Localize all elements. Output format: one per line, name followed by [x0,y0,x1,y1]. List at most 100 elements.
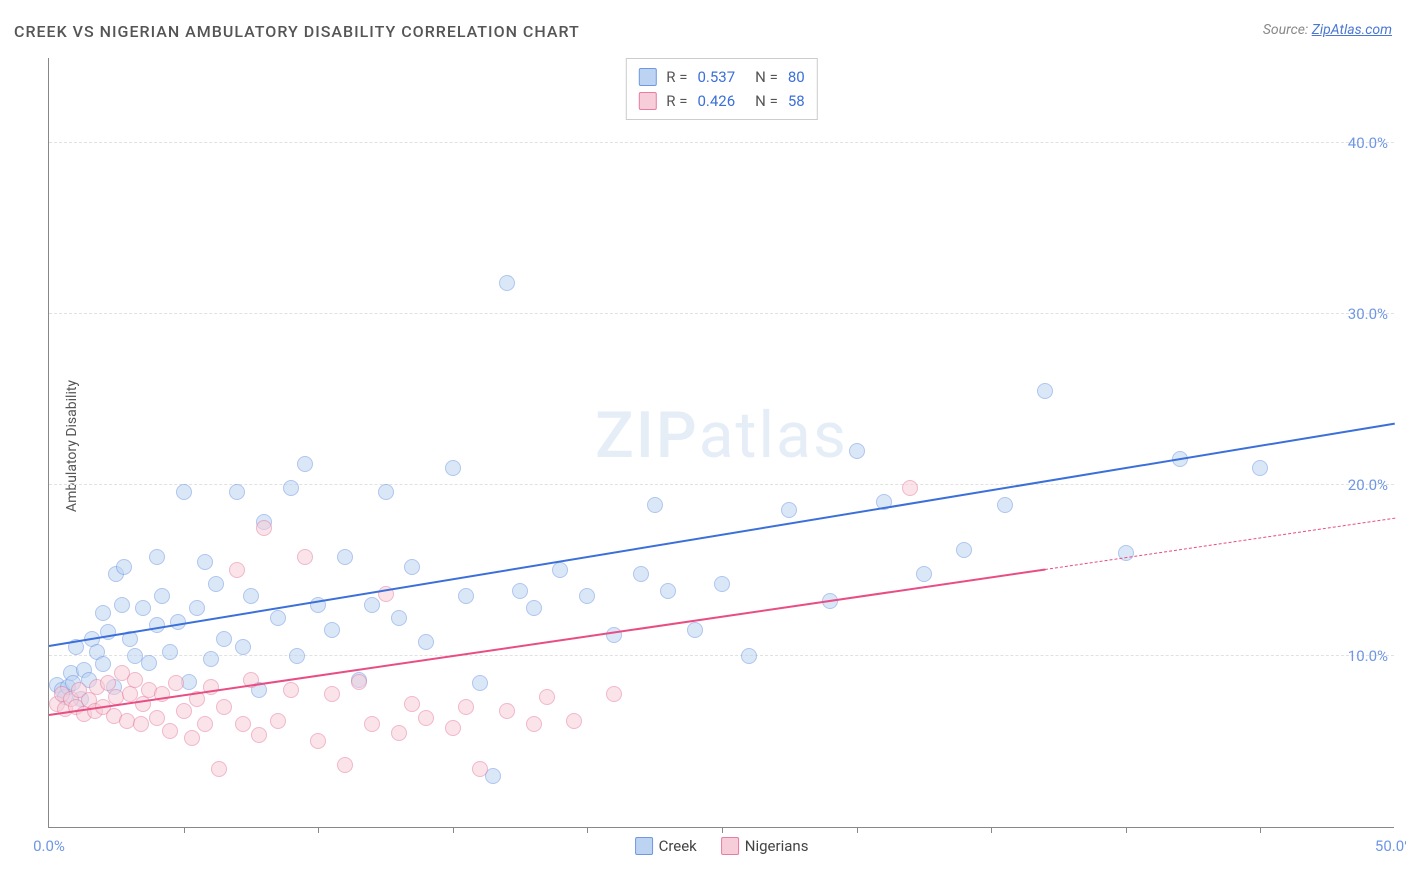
data-point [916,566,932,582]
data-point [189,600,205,616]
data-point [741,648,757,664]
data-point [849,443,865,459]
legend-swatch [638,68,656,86]
source-credit: Source: ZipAtlas.com [1263,22,1392,38]
data-point [404,559,420,575]
x-tick [1126,827,1127,833]
data-point [499,703,515,719]
data-point [526,716,542,732]
data-point [391,725,407,741]
data-point [297,549,313,565]
data-point [902,480,918,496]
x-tick [587,827,588,833]
data-point [566,713,582,729]
gridline [49,142,1394,143]
data-point [208,576,224,592]
data-point [956,542,972,558]
data-point [283,480,299,496]
data-point [472,761,488,777]
data-point [512,583,528,599]
x-tick [184,827,185,833]
data-point [714,576,730,592]
data-point [235,639,251,655]
data-point [229,484,245,500]
x-tick [722,827,723,833]
data-point [687,622,703,638]
y-tick-label: 20.0% [1348,476,1388,494]
data-point [154,588,170,604]
data-point [539,689,555,705]
y-tick-label: 30.0% [1348,305,1388,323]
data-point [251,727,267,743]
data-point [149,549,165,565]
stat-r-label: R = [666,89,687,113]
stat-n-value: 80 [788,65,805,89]
legend-label: Creek [659,837,697,855]
data-point [1252,460,1268,476]
stat-n-label: N = [755,89,778,113]
legend-swatch [635,837,653,855]
data-point [184,730,200,746]
legend-swatch [638,92,656,110]
stat-n-value: 58 [788,89,805,113]
data-point [176,703,192,719]
gridline [49,484,1394,485]
scatter-plot-area: ZIPatlas R = 0.537N = 80R = 0.426N = 58 … [48,58,1394,828]
x-tick [318,827,319,833]
data-point [364,716,380,732]
data-point [579,588,595,604]
data-point [197,554,213,570]
data-point [135,600,151,616]
chart-title: CREEK VS NIGERIAN AMBULATORY DISABILITY … [14,22,580,41]
data-point [95,605,111,621]
data-point [418,634,434,650]
x-tick-label: 50.0% [1375,837,1406,855]
legend-stats-box: R = 0.537N = 80R = 0.426N = 58 [625,58,817,120]
legend-swatch [721,837,739,855]
y-tick-label: 40.0% [1348,134,1388,152]
data-point [216,631,232,647]
data-point [197,716,213,732]
data-point [114,597,130,613]
data-point [351,674,367,690]
data-point [235,716,251,732]
trend-line [1045,518,1395,570]
data-point [606,686,622,702]
legend-bottom: Creek Nigerians [635,837,809,855]
data-point [324,622,340,638]
data-point [1037,383,1053,399]
gridline [49,655,1394,656]
data-point [633,566,649,582]
data-point [472,675,488,691]
stat-r-value: 0.537 [697,65,735,89]
data-point [781,502,797,518]
data-point [135,696,151,712]
data-point [499,275,515,291]
legend-item: Creek [635,837,697,855]
data-point [337,549,353,565]
data-point [176,484,192,500]
data-point [445,460,461,476]
data-point [660,583,676,599]
source-link[interactable]: ZipAtlas.com [1312,22,1392,38]
data-point [133,716,149,732]
x-tick [1260,827,1261,833]
data-point [149,710,165,726]
data-point [391,610,407,626]
data-point [203,651,219,667]
legend-stat-row: R = 0.537N = 80 [638,65,804,89]
watermark: ZIPatlas [595,398,848,473]
data-point [216,699,232,715]
data-point [458,588,474,604]
data-point [297,456,313,472]
data-point [141,655,157,671]
x-tick [857,827,858,833]
data-point [324,686,340,702]
data-point [256,520,272,536]
data-point [364,597,380,613]
data-point [162,723,178,739]
data-point [243,588,259,604]
watermark-rest: atlas [699,398,848,473]
stat-n-label: N = [755,65,778,89]
legend-label: Nigerians [745,837,809,855]
